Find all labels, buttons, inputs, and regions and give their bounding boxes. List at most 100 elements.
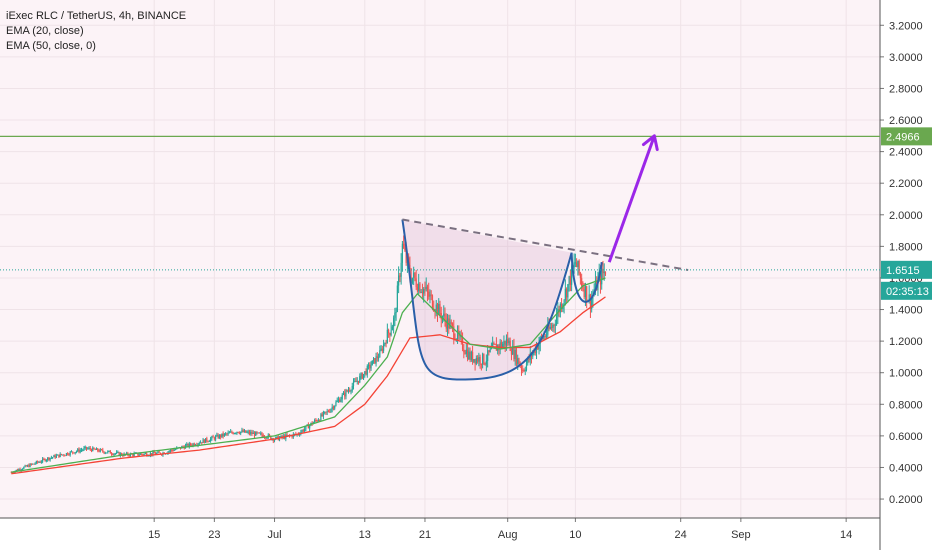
candle-body [374,358,376,364]
current-price-badge: 1.6515 [886,265,920,277]
candle-body [79,450,81,452]
ema50-legend[interactable]: EMA (50, close, 0) [6,40,96,52]
candle-body [247,431,249,433]
candle-body [393,317,395,327]
candle-body [87,448,89,450]
candle-body [444,313,446,320]
candle-body [492,342,494,348]
candle-body [50,457,52,459]
candle-body [474,359,476,364]
candle-body [548,324,550,329]
candle-body [426,286,429,292]
candle-body [270,435,272,440]
ema20-line [11,277,606,473]
candle-body [494,343,496,345]
candle-body [15,469,17,472]
candle-body [260,433,262,435]
candle-body [513,345,515,360]
candle-body [73,452,75,454]
candle-body [359,375,361,383]
x-tick-label: 14 [840,529,852,541]
candle-body [532,352,534,357]
candle-body [250,432,252,434]
candle-body [352,381,355,387]
candle-body [380,348,382,351]
candle-body [573,262,575,268]
candle-body [230,431,232,433]
candle-body [469,351,471,360]
candle-body [489,348,491,353]
candle-body [299,434,301,436]
candle-body [85,446,88,449]
candle-body [23,466,25,469]
candle-body [500,342,503,348]
candle-body [232,432,234,434]
candle-body [414,272,416,279]
candle-body [518,358,520,365]
target-price-badge-bg [881,127,932,146]
candle-body [65,453,68,456]
candle-body [141,453,143,455]
candle-body [466,349,469,360]
candle-body [319,419,321,421]
candle-body [488,350,490,353]
candle-body [47,457,49,460]
candle-body [316,420,318,422]
candle-body [156,452,158,455]
candle-body [78,449,80,452]
candle-body [302,430,304,432]
candle-body [189,443,192,446]
candle-body [470,351,472,360]
candle-body [411,277,414,283]
candle-body [278,437,281,441]
candle-body [258,432,261,434]
candle-body [197,443,199,446]
candle-body [390,330,392,336]
candle-body [186,443,188,446]
symbol-title[interactable]: iExec RLC / TetherUS, 4h, BINANCE [6,10,187,22]
candle-body [451,323,454,327]
candle-body [581,278,583,286]
chart-legend: iExec RLC / TetherUS, 4h, BINANCE EMA (2… [6,9,186,54]
candle-body [389,333,391,336]
candle-body [391,326,393,331]
candle-body [88,447,90,449]
candle-body [248,431,251,434]
candle-body [591,298,593,310]
y-tick-label: 2.2000 [889,178,923,190]
projection-arrowhead [641,134,659,152]
candle-body [370,365,372,369]
candle-body [586,286,588,302]
y-tick-label: 2.8000 [889,83,923,95]
candle-body [309,425,311,429]
candle-body [361,373,363,379]
candle-body [375,356,377,364]
candle-body [217,434,219,439]
countdown-badge-bg [881,281,932,300]
candle-body [327,411,330,413]
y-tick-label: 3.0000 [889,52,923,64]
candle-body [440,313,442,320]
candle-body [385,342,387,344]
candle-body [574,262,576,264]
candle-body [43,458,45,460]
candle-body [346,390,348,392]
candle-body [75,451,78,453]
resistance-trendline [402,218,689,272]
candle-body [356,380,358,382]
candle-body [266,437,268,439]
ema20-legend[interactable]: EMA (20, close) [6,25,84,37]
candle-body [515,349,518,364]
candle-body [34,463,36,465]
candle-body [553,324,555,326]
candle-body [221,433,223,438]
candle-body [18,469,20,471]
candle-body [479,357,481,364]
candle-body [357,380,360,383]
candle-body [231,431,233,433]
time-axis-background [0,518,880,550]
candle-body [16,469,19,471]
candle-body [522,369,524,371]
candle-body [255,431,257,436]
